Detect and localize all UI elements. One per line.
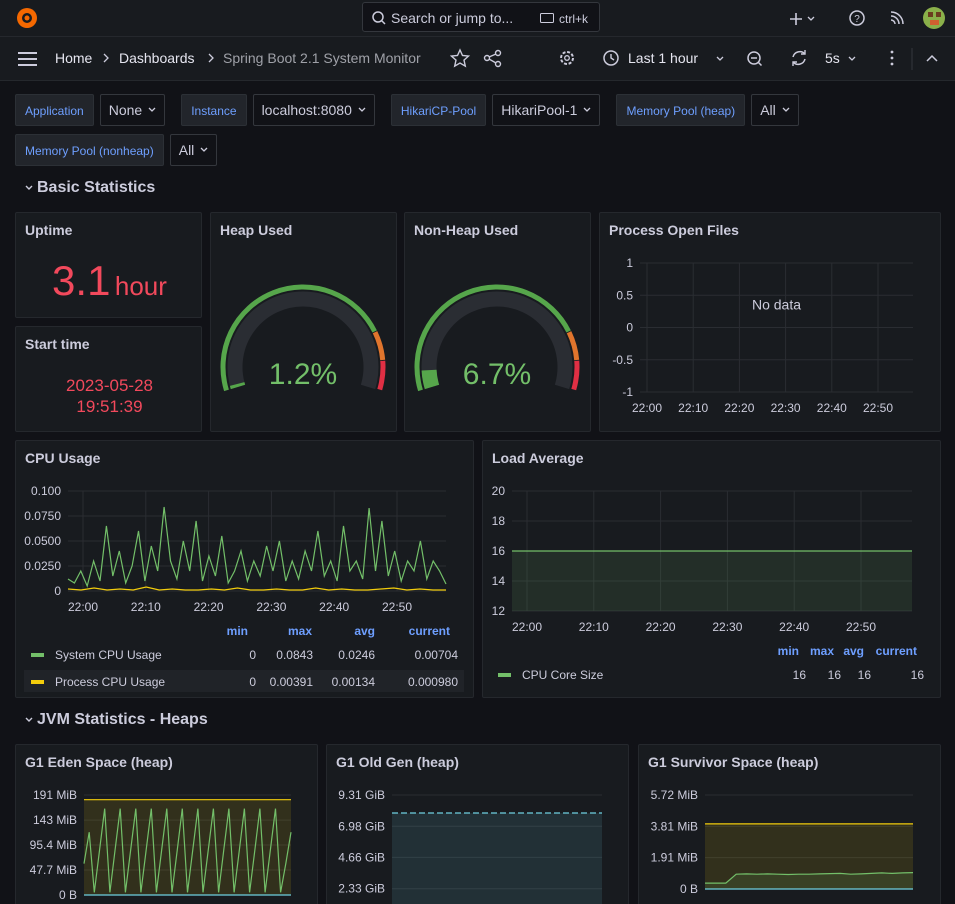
variable-value: localhost:8080 <box>261 102 352 118</box>
start-date: 2023-05-28 <box>66 376 153 395</box>
stat-value: 3.1 hour <box>16 257 203 305</box>
variable-label: HikariCP-Pool <box>390 94 487 126</box>
chevron <box>782 107 790 112</box>
variable-label: Memory Pool (nonheap) <box>15 134 164 166</box>
refresh-interval[interactable]: 5s <box>825 50 840 66</box>
search-shortcut: ctrl+k <box>559 12 589 26</box>
search-placeholder: Search or jump to... <box>391 10 514 26</box>
panel: G1 Survivor Space (heap) <box>638 744 941 904</box>
chevron <box>200 147 208 152</box>
breadcrumb-current: Spring Boot 2.1 System Monitor <box>223 50 421 66</box>
svg-text:?: ? <box>854 14 860 25</box>
variable-label: Instance <box>181 94 247 126</box>
panel-title: Load Average <box>492 450 584 466</box>
start-clock: 19:51:39 <box>76 397 143 416</box>
variable-select[interactable]: HikariPool-1 <box>492 94 601 126</box>
panel-title: Start time <box>25 336 90 352</box>
panel: Process Open Files <box>599 212 941 432</box>
row-chevron[interactable] <box>24 182 34 194</box>
variable: HikariCP-Pool HikariPool-1 <box>390 94 601 126</box>
chevron <box>358 107 366 112</box>
variable-select[interactable]: None <box>99 94 166 126</box>
variables: Application None Instance localhost:8080 Hik… <box>15 94 940 166</box>
variable: Application None <box>15 94 166 126</box>
more-controls[interactable] <box>846 48 946 70</box>
variable-label: Application <box>15 94 94 126</box>
top-icons[interactable]: ? <box>785 6 955 32</box>
time-range[interactable]: Last 1 hour <box>628 50 699 66</box>
menu-icon[interactable] <box>17 50 39 68</box>
panel: Start time 2023-05-28 19:51:39 <box>15 326 202 432</box>
panel-title: Process Open Files <box>609 222 739 238</box>
keyboard-icon <box>540 13 554 23</box>
variable-value: None <box>108 102 143 118</box>
chevron <box>584 107 591 112</box>
variable-label: Memory Pool (heap) <box>616 94 746 126</box>
panel: Heap Used <box>210 212 397 432</box>
stat-value: 2023-05-28 19:51:39 <box>16 375 203 417</box>
breadcrumb-separator <box>103 53 109 63</box>
panel-title: CPU Usage <box>25 450 101 466</box>
variable: Memory Pool (nonheap) All <box>15 134 218 166</box>
stat-number: 3.1 <box>52 257 111 304</box>
search-icon <box>372 11 386 25</box>
variable-select[interactable]: localhost:8080 <box>252 94 375 126</box>
panel-title: G1 Survivor Space (heap) <box>648 754 819 770</box>
star-share-icons[interactable] <box>450 48 504 70</box>
chevron <box>148 107 156 112</box>
settings-clock-icons[interactable] <box>557 48 622 70</box>
variable-value: All <box>760 102 776 118</box>
stat-unit: hour <box>114 271 167 301</box>
grafana-logo[interactable] <box>15 6 39 30</box>
panel-title: G1 Old Gen (heap) <box>336 754 459 770</box>
panel: Uptime 3.1 hour <box>15 212 202 318</box>
breadcrumb-separator <box>208 53 214 63</box>
panel-title: G1 Eden Space (heap) <box>25 754 173 770</box>
dashboard-nav: Home Dashboards Spring Boot 2.1 System M… <box>0 37 955 81</box>
panel: Load Average <box>482 440 941 698</box>
panel: G1 Eden Space (heap) <box>15 744 318 904</box>
panel: G1 Old Gen (heap) <box>326 744 629 904</box>
search-box[interactable]: Search or jump to... ctrl+k <box>362 2 600 32</box>
row-chevron[interactable] <box>24 714 34 726</box>
variable-select[interactable]: All <box>751 94 799 126</box>
variable-select[interactable]: All <box>169 134 218 166</box>
panel: CPU Usage <box>15 440 474 698</box>
panel-title: Non-Heap Used <box>414 222 519 238</box>
variable-value: HikariPool-1 <box>501 102 578 118</box>
top-bar: Search or jump to... ctrl+k ? <box>0 0 955 37</box>
panel-title: Uptime <box>25 222 73 238</box>
panel-title: Heap Used <box>220 222 293 238</box>
variable: Memory Pool (heap) All <box>616 94 799 126</box>
breadcrumb[interactable]: Dashboards <box>119 50 195 66</box>
variable-value: All <box>178 142 195 158</box>
breadcrumb[interactable]: Home <box>55 50 93 66</box>
row-title[interactable]: Basic Statistics <box>37 179 156 196</box>
row-title[interactable]: JVM Statistics - Heaps <box>37 711 208 728</box>
time-controls[interactable] <box>714 48 814 70</box>
panel: Non-Heap Used <box>404 212 591 432</box>
variable: Instance localhost:8080 <box>181 94 375 126</box>
